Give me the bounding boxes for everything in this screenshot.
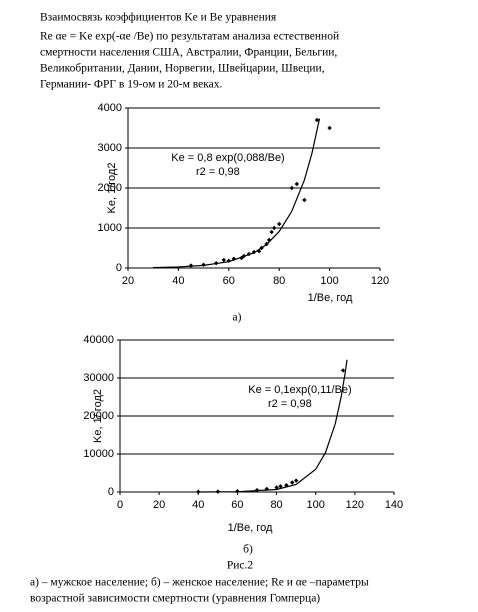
x-tick-label: 40 <box>172 275 184 287</box>
data-point <box>271 225 277 231</box>
data-point <box>289 185 294 191</box>
data-point <box>266 237 272 243</box>
y-tick-label: 10000 <box>83 448 114 460</box>
y-axis-label: Ke, 1/ год2 <box>92 389 104 443</box>
y-tick-label: 4000 <box>98 102 122 114</box>
header-line: смертности населения США, Австралии, Фра… <box>40 47 337 59</box>
fit-curve <box>153 118 321 269</box>
data-point <box>340 368 346 373</box>
panel-label: а) <box>233 312 242 324</box>
header-line: Re αe = Ke exp(-αe /Be) по результатам а… <box>40 31 339 43</box>
header-line: Германии- ФРГ в 19-ом и 20-м веках. <box>40 79 222 91</box>
panel-label: б) <box>243 544 253 556</box>
figure-caption: Рис.2 <box>227 560 254 572</box>
x-axis-label: 1/Be, год <box>228 522 273 534</box>
y-tick-label: 30000 <box>83 372 114 384</box>
annotation: Ke = 0,1exp(0,11/Be) <box>248 384 351 396</box>
caption-line: а) – мужское население; б) – женское нас… <box>30 577 369 589</box>
data-point <box>231 256 237 261</box>
x-tick-label: 40 <box>192 499 204 511</box>
x-tick-label: 0 <box>117 499 123 511</box>
x-tick-label: 80 <box>270 499 282 511</box>
data-point <box>314 117 320 123</box>
data-point <box>278 484 283 489</box>
header-line: Взаимосвязь коэффициентов Ke и Be уравне… <box>40 12 277 24</box>
x-tick-label: 80 <box>273 275 285 287</box>
annotation: Ke = 0,8 exp(0,088/Be) <box>171 152 284 164</box>
x-axis-label: 1/Be, год <box>308 292 353 304</box>
y-tick-label: 40000 <box>83 334 114 346</box>
fit-curve <box>198 359 348 493</box>
annotation: r2 = 0,98 <box>268 398 312 410</box>
y-axis-label: Ke, 1/год2 <box>106 163 118 214</box>
data-point <box>293 478 299 483</box>
data-point <box>294 181 300 187</box>
y-tick-label: 1000 <box>98 222 122 234</box>
data-point <box>302 197 307 203</box>
data-point <box>277 221 282 227</box>
x-tick-label: 60 <box>223 275 235 287</box>
data-point <box>274 485 279 490</box>
data-point <box>221 257 226 263</box>
y-tick-label: 0 <box>108 486 114 498</box>
data-point <box>327 125 332 131</box>
x-tick-label: 20 <box>153 499 165 511</box>
y-tick-label: 20000 <box>83 410 114 422</box>
annotation: r2 = 0,98 <box>196 166 240 178</box>
header-line: Великобритании, Дании, Норвегии, Швейцар… <box>40 63 325 75</box>
x-tick-label: 140 <box>385 499 403 511</box>
data-point <box>239 255 244 261</box>
x-tick-label: 120 <box>346 499 364 511</box>
x-tick-label: 100 <box>320 275 338 287</box>
data-point <box>290 480 295 485</box>
y-tick-label: 0 <box>116 262 122 274</box>
x-tick-label: 100 <box>307 499 325 511</box>
x-tick-label: 20 <box>122 275 134 287</box>
y-tick-label: 3000 <box>98 142 122 154</box>
caption-line: возрастной зависимости смертности (уравн… <box>30 593 320 605</box>
x-tick-label: 60 <box>231 499 243 511</box>
data-point <box>269 229 274 235</box>
x-tick-label: 120 <box>371 275 389 287</box>
y-tick-label: 2000 <box>98 182 122 194</box>
